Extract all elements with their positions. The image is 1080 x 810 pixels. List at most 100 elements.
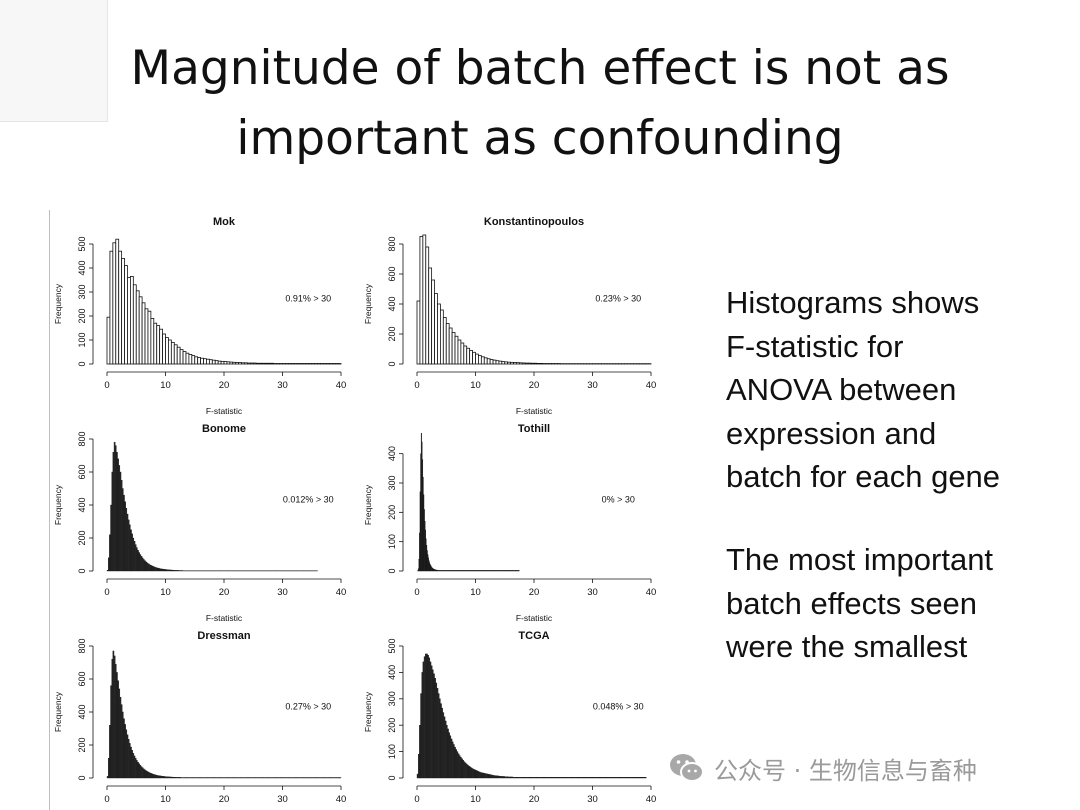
histogram-bar xyxy=(582,777,585,779)
x-axis-label: F-statistic xyxy=(206,406,243,416)
histogram-bar xyxy=(605,777,607,779)
histogram-bar xyxy=(451,741,454,779)
histogram-bar xyxy=(527,777,530,779)
y-tick-label: 200 xyxy=(77,308,87,323)
histogram-bar xyxy=(133,541,136,572)
x-tick-label: 40 xyxy=(336,794,347,805)
histogram-bar xyxy=(138,296,143,365)
y-tick-label: 400 xyxy=(77,260,87,275)
histogram-bar xyxy=(124,265,128,365)
histogram-bar xyxy=(632,777,634,779)
histogram-bar xyxy=(511,776,514,779)
histogram-bar xyxy=(200,357,204,365)
x-tick-label: 30 xyxy=(277,380,288,391)
histogram-title: Konstantinopoulos xyxy=(484,216,584,228)
histogram-bar xyxy=(445,323,450,365)
histogram-bar xyxy=(119,696,122,779)
x-tick-label: 30 xyxy=(587,587,598,598)
histogram-bars xyxy=(416,653,647,779)
histogram-bar xyxy=(564,777,566,779)
histogram-bar xyxy=(160,568,163,572)
histogram-bar xyxy=(112,452,115,572)
histogram-bar xyxy=(495,360,500,365)
histogram-bar xyxy=(614,777,617,779)
histogram-bar xyxy=(143,559,145,572)
histogram-bar xyxy=(586,777,588,779)
paragraph-1-line-4: expression and xyxy=(726,415,937,451)
histogram-bar xyxy=(585,777,587,779)
histogram-bar xyxy=(581,777,584,779)
histogram-bar xyxy=(138,763,140,779)
histogram-bar xyxy=(434,678,436,779)
histogram-bar xyxy=(549,777,551,779)
histogram-bar xyxy=(255,362,260,365)
histogram-bar xyxy=(139,554,142,572)
histogram-bar xyxy=(229,361,234,365)
histogram-bar xyxy=(485,773,488,779)
y-tick-label: 400 xyxy=(387,296,397,311)
histogram-bar xyxy=(628,777,631,779)
histogram-bar xyxy=(235,362,240,365)
histogram-bar xyxy=(636,777,639,779)
x-tick-label: 20 xyxy=(219,794,230,805)
histogram-bar xyxy=(144,308,149,365)
histogram-bar xyxy=(592,777,594,779)
histogram-bar xyxy=(518,570,520,572)
x-tick-label: 30 xyxy=(587,794,598,805)
histogram-bar xyxy=(126,734,129,779)
histogram-bar xyxy=(166,776,169,779)
histogram-bar xyxy=(545,777,548,779)
histogram-bar xyxy=(146,771,149,779)
histogram-bar xyxy=(157,567,159,572)
y-tick-label: 500 xyxy=(77,236,87,251)
histogram-bar xyxy=(118,465,121,572)
x-tick-label: 0 xyxy=(414,587,419,598)
histogram-bar xyxy=(496,775,498,779)
histogram-bar xyxy=(531,777,534,779)
histogram-bar xyxy=(508,776,510,779)
histogram-bar xyxy=(491,774,494,779)
histogram-bar xyxy=(112,242,117,365)
left-divider xyxy=(49,210,50,810)
histogram-bar xyxy=(106,776,109,779)
histogram-bar xyxy=(536,777,538,779)
histogram-bar xyxy=(468,765,470,779)
x-axis: 0 10 20 30 40 xyxy=(414,785,657,805)
histogram-bar xyxy=(489,774,491,779)
histogram-bar xyxy=(217,360,222,365)
histogram-bar xyxy=(157,775,159,779)
histogram-title: Dressman xyxy=(197,630,250,642)
x-tick-label: 20 xyxy=(219,587,230,598)
histogram-bar xyxy=(604,777,606,779)
histogram-bar xyxy=(109,250,114,365)
histogram-bar xyxy=(138,552,140,572)
histogram-bar xyxy=(460,342,465,365)
histogram-bar xyxy=(606,777,608,779)
histogram-bar xyxy=(519,777,522,779)
histogram-bar xyxy=(140,556,143,572)
histogram-bar xyxy=(577,777,579,779)
histogram-bar xyxy=(559,777,562,779)
histogram-bar xyxy=(574,777,577,779)
histogram-bar xyxy=(506,776,509,779)
x-tick-label: 20 xyxy=(529,794,540,805)
histogram-bar xyxy=(122,488,124,572)
slide-title-line-1: Magnitude of batch effect is not as xyxy=(130,41,950,96)
y-tick-label: 200 xyxy=(77,737,87,752)
watermark-text: 公众号 · 生物信息与畜种 xyxy=(714,756,977,785)
histogram-bar xyxy=(607,777,610,779)
histogram-bar xyxy=(153,322,158,365)
histogram-bar xyxy=(127,739,130,779)
histogram-bar xyxy=(226,361,231,365)
x-tick-label: 10 xyxy=(470,380,481,391)
histogram-bar xyxy=(141,557,144,572)
histogram-bar xyxy=(133,755,136,779)
x-tick-label: 40 xyxy=(646,794,657,805)
histogram-bar xyxy=(503,776,505,779)
histogram-bar xyxy=(556,777,558,779)
histogram-bar xyxy=(161,776,164,779)
y-tick-label: 800 xyxy=(387,236,397,251)
histogram-bar xyxy=(546,777,549,779)
histogram-bar xyxy=(467,764,469,779)
histogram-bar xyxy=(433,673,435,779)
